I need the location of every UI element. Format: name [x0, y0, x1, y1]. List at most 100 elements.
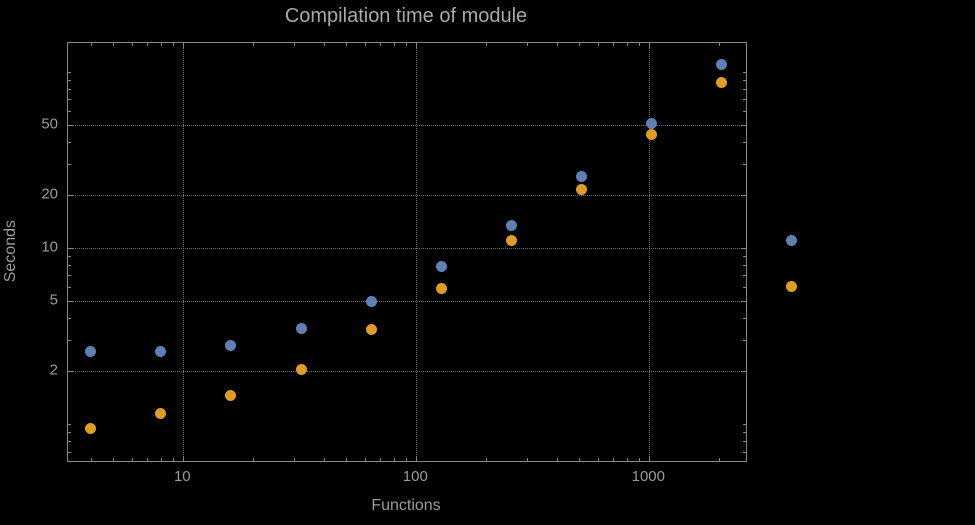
minor-tick-x	[380, 43, 382, 46]
tick-mark-x	[416, 456, 418, 461]
minor-tick-x	[346, 43, 348, 46]
tick-mark-y	[68, 248, 73, 250]
minor-tick-y	[743, 71, 746, 73]
minor-tick-x	[486, 43, 488, 46]
tick-mark-y	[741, 301, 746, 303]
minor-tick-y	[743, 451, 746, 453]
minor-tick-x	[294, 458, 296, 461]
tick-mark-x	[183, 456, 185, 461]
minor-tick-x	[527, 458, 529, 461]
minor-tick-x	[393, 458, 395, 461]
minor-tick-y	[68, 451, 71, 453]
minor-tick-x	[90, 43, 92, 46]
data-point-orange	[505, 235, 517, 247]
minor-tick-y	[68, 111, 71, 113]
minor-tick-x	[527, 43, 529, 46]
gridline-y-5	[68, 301, 746, 303]
minor-tick-y	[743, 164, 746, 166]
minor-tick-x	[294, 43, 296, 46]
minor-tick-y	[68, 287, 71, 289]
tick-mark-y	[68, 371, 73, 373]
minor-tick-x	[638, 458, 640, 461]
minor-tick-x	[147, 458, 149, 461]
minor-tick-y	[68, 441, 71, 443]
minor-tick-y	[743, 287, 746, 289]
data-point-blue	[365, 295, 377, 307]
minor-tick-y	[68, 424, 71, 426]
minor-tick-x	[719, 458, 721, 461]
minor-tick-x	[160, 458, 162, 461]
minor-tick-x	[323, 43, 325, 46]
gridline-x-1000	[649, 43, 651, 461]
minor-tick-x	[364, 43, 366, 46]
data-point-orange	[225, 390, 237, 402]
data-point-orange	[716, 77, 728, 89]
minor-tick-x	[556, 458, 558, 461]
minor-tick-x	[719, 43, 721, 46]
minor-tick-x	[638, 43, 640, 46]
tick-mark-x	[416, 43, 418, 48]
minor-tick-y	[743, 265, 746, 267]
y-tick-label: 50	[41, 115, 58, 133]
tick-mark-y	[741, 125, 746, 126]
data-point-orange	[646, 129, 658, 141]
tick-mark-y	[68, 301, 73, 303]
data-point-blue	[155, 345, 167, 357]
minor-tick-y	[743, 99, 746, 101]
minor-tick-x	[113, 43, 115, 46]
x-tick-label: 1000	[631, 468, 665, 485]
tick-mark-y	[741, 248, 746, 250]
data-point-blue	[786, 235, 798, 247]
data-point-blue	[85, 345, 97, 357]
plot-area	[67, 42, 798, 462]
minor-tick-y	[68, 318, 71, 320]
tick-mark-x	[183, 43, 185, 48]
minor-tick-x	[579, 43, 581, 46]
y-tick-label: 2	[49, 361, 58, 379]
minor-tick-y	[68, 80, 71, 82]
minor-tick-x	[556, 43, 558, 46]
minor-tick-y	[743, 318, 746, 320]
minor-tick-y	[743, 89, 746, 91]
minor-tick-x	[364, 458, 366, 461]
x-tick-label: 100	[402, 468, 428, 485]
minor-tick-y	[68, 71, 71, 73]
minor-tick-x	[613, 458, 615, 461]
data-point-blue	[576, 171, 588, 183]
y-tick-label: 20	[41, 185, 58, 203]
minor-tick-x	[90, 458, 92, 461]
minor-tick-x	[486, 458, 488, 461]
minor-tick-x	[113, 458, 115, 461]
minor-tick-x	[147, 43, 149, 46]
minor-tick-x	[253, 458, 255, 461]
minor-tick-x	[405, 43, 407, 46]
data-point-blue	[716, 59, 728, 71]
gridline-y-50	[68, 125, 746, 126]
data-point-blue	[505, 219, 517, 231]
minor-tick-y	[68, 340, 71, 342]
tick-mark-y	[741, 371, 746, 373]
data-point-blue	[646, 117, 658, 129]
minor-tick-y	[68, 99, 71, 101]
minor-tick-x	[380, 458, 382, 461]
data-point-orange	[155, 408, 167, 420]
x-axis-label: Functions	[371, 497, 441, 514]
data-point-orange	[576, 184, 588, 196]
minor-tick-x	[393, 43, 395, 46]
minor-tick-x	[131, 43, 133, 46]
y-tick-label: 10	[41, 238, 58, 256]
tick-mark-y	[741, 195, 746, 197]
y-tick-label: 5	[49, 291, 58, 309]
minor-tick-x	[253, 43, 255, 46]
gridline-x-10	[183, 43, 185, 461]
data-point-orange	[786, 280, 798, 292]
data-point-blue	[225, 340, 237, 352]
minor-tick-x	[626, 43, 628, 46]
minor-tick-y	[743, 256, 746, 258]
data-point-orange	[295, 363, 307, 375]
minor-tick-y	[743, 111, 746, 113]
minor-tick-y	[743, 432, 746, 434]
minor-tick-y	[68, 265, 71, 267]
minor-tick-x	[323, 458, 325, 461]
